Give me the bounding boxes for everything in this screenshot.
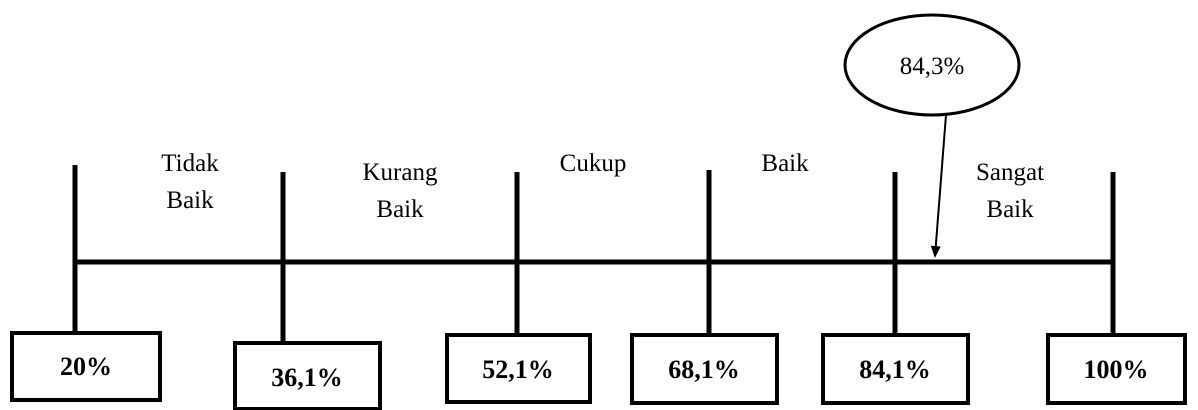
boundary-label: 68,1% [668, 355, 740, 384]
category-label: Baik [376, 196, 424, 223]
boundary-label: 36,1% [271, 363, 343, 392]
boundary-box [445, 333, 592, 404]
category-label: Baik [986, 196, 1034, 223]
boundary-label: 52,1% [482, 355, 554, 384]
result-label: 84,3% [900, 53, 965, 80]
boundary-label: 84,1% [859, 355, 931, 384]
boundary-box [10, 331, 162, 402]
result-arrow [930, 114, 947, 258]
boundary-label: 20% [60, 352, 112, 381]
category-label: Sangat [976, 159, 1044, 186]
boundary-box [821, 333, 970, 405]
category-label: Baik [761, 150, 809, 177]
category-label: Cukup [560, 150, 627, 177]
boundary-box [630, 333, 779, 405]
boundary-box [1046, 333, 1187, 405]
boundary-label: 100% [1084, 355, 1149, 384]
category-label: Baik [166, 187, 214, 214]
boundary-box [233, 341, 382, 410]
category-label: Tidak [161, 150, 219, 177]
result-ellipse [843, 13, 1021, 117]
category-label: Kurang [363, 159, 438, 186]
